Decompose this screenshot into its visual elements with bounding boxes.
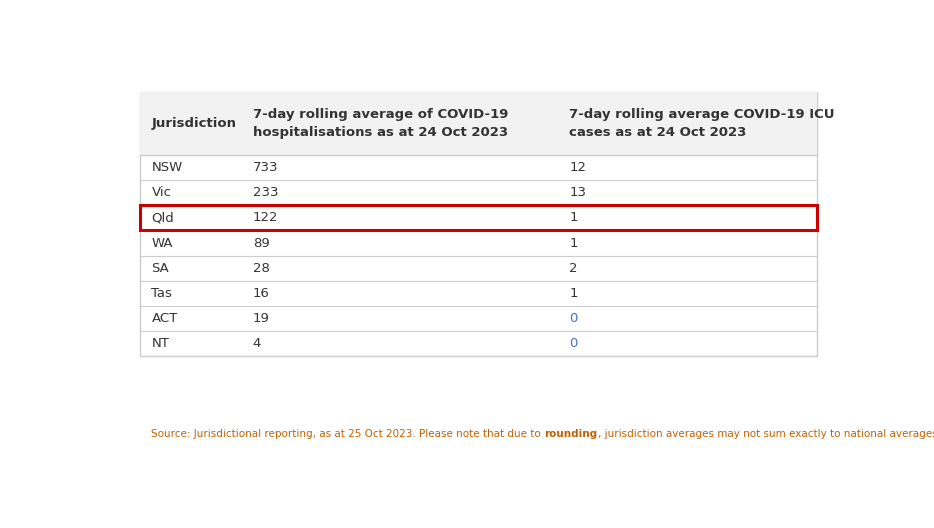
- Text: NSW: NSW: [151, 161, 183, 174]
- Text: Jurisdiction: Jurisdiction: [151, 117, 236, 130]
- Text: 28: 28: [253, 262, 270, 275]
- Text: 7-day rolling average COVID-19 ICU
cases as at 24 Oct 2023: 7-day rolling average COVID-19 ICU cases…: [569, 108, 835, 139]
- Text: NT: NT: [151, 337, 169, 351]
- Text: Vic: Vic: [151, 186, 172, 199]
- Text: rounding: rounding: [545, 429, 598, 439]
- Bar: [140, 92, 817, 155]
- Text: 89: 89: [253, 237, 270, 250]
- Text: 1: 1: [569, 211, 577, 224]
- Text: WA: WA: [151, 237, 173, 250]
- Text: 19: 19: [253, 312, 270, 325]
- Text: 4: 4: [253, 337, 262, 351]
- Text: 733: 733: [253, 161, 278, 174]
- Text: ACT: ACT: [151, 312, 177, 325]
- Text: Source: Jurisdictional reporting, as at 25 Oct 2023. Please note that due to: Source: Jurisdictional reporting, as at …: [151, 429, 545, 439]
- Text: 13: 13: [569, 186, 587, 199]
- Text: 1: 1: [569, 287, 577, 300]
- Text: 0: 0: [569, 312, 577, 325]
- Text: 1: 1: [569, 237, 577, 250]
- Bar: [140, 92, 817, 356]
- Text: 16: 16: [253, 287, 270, 300]
- Text: Qld: Qld: [151, 211, 175, 224]
- Text: 233: 233: [253, 186, 278, 199]
- Text: 0: 0: [569, 337, 577, 351]
- Text: , jurisdiction averages may not sum exactly to national averages.: , jurisdiction averages may not sum exac…: [598, 429, 934, 439]
- Text: SA: SA: [151, 262, 169, 275]
- Text: 12: 12: [569, 161, 587, 174]
- Text: 7-day rolling average of COVID-19
hospitalisations as at 24 Oct 2023: 7-day rolling average of COVID-19 hospit…: [253, 108, 508, 139]
- Text: 122: 122: [253, 211, 278, 224]
- Text: 2: 2: [569, 262, 577, 275]
- Text: Tas: Tas: [151, 287, 173, 300]
